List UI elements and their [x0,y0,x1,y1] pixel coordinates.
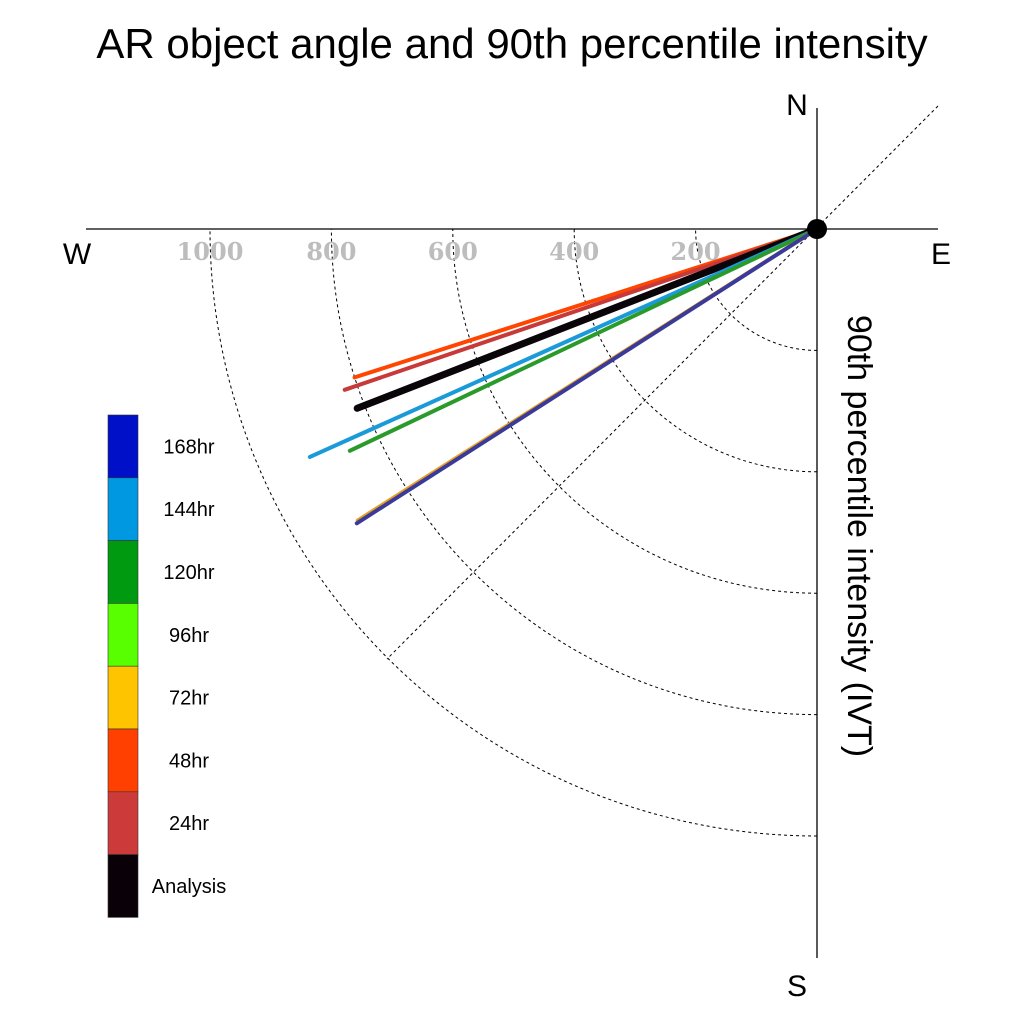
compass-east: E [931,238,951,271]
tick-label: 400 [549,237,599,266]
legend-label: 72hr [169,688,209,710]
legend-label: 168hr [163,436,214,458]
grid-arc [452,228,818,594]
legend-swatch [107,665,139,730]
vector-series [307,225,821,526]
grid-arc [209,228,818,837]
legend-label: Analysis [152,876,226,898]
compass-south: S [787,970,807,1003]
origin-point [807,219,827,239]
legend-label: 96hr [169,625,209,647]
grid-arc [573,228,818,473]
legend-swatch [107,791,139,855]
legend-label: 24hr [169,813,209,835]
legend-swatch [107,414,139,479]
polar-grid [209,105,939,837]
legend-swatch [107,728,139,793]
legend-label: 144hr [163,499,214,521]
tick-label: 600 [428,237,478,266]
tick-label: 1000 [177,237,244,266]
legend-label: 48hr [169,750,209,772]
grid-arc [695,228,818,351]
grid-diagonal [386,105,939,660]
legend-swatch [107,540,139,604]
vector-24hr [342,227,819,392]
vector-analysis [353,225,821,412]
color-legend: 168hr 144hr 120hr 96hr 72hr 48hr 24hr Analysis [107,414,226,918]
compass-north: N [786,89,808,122]
vector-120hr [347,227,819,453]
legend-swatch [107,603,139,667]
legend-swatch [107,854,139,918]
chart-title: AR object angle and 90th percentile inte… [96,20,927,67]
legend-swatch [107,477,139,541]
radial-axis-label: 90th percentile intensity (IVT) [840,315,878,757]
tick-label: 800 [306,237,356,266]
grid-arc [330,228,818,716]
compass-west: W [63,238,92,271]
legend-label: 120hr [163,562,214,584]
vector-168hr [354,227,819,526]
